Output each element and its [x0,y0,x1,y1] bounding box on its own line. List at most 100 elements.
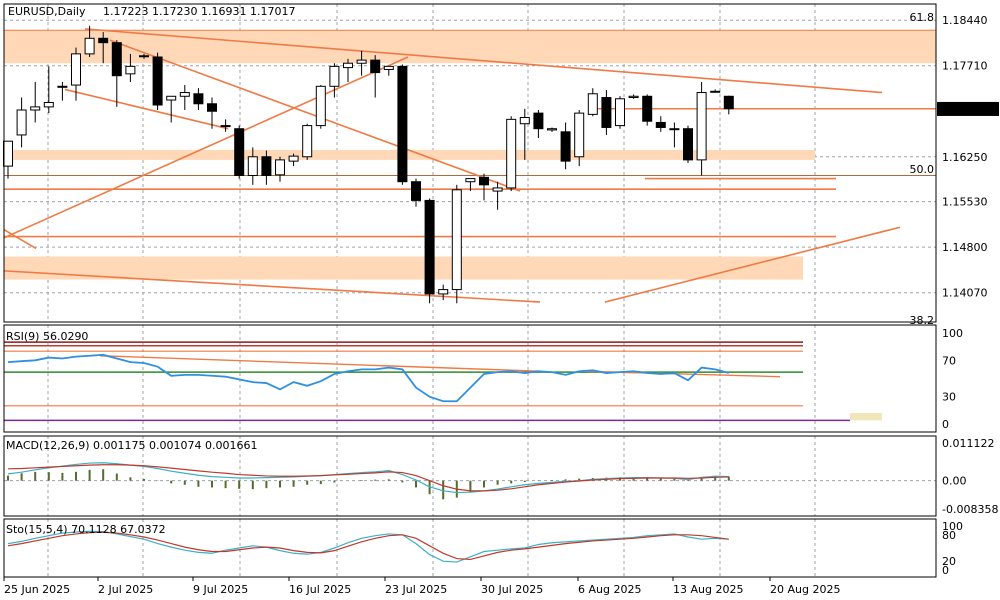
trend-line [3,229,37,250]
price-tick: 1.14070 [942,287,988,300]
rsi-tick: 70 [942,354,956,367]
candle-bull [587,93,598,115]
trend-line [84,28,883,94]
sto-tick: 20 [942,555,956,568]
date-label: 30 Jul 2025 [481,583,543,596]
chart-ohlc: 1.17223 1.17230 1.16931 1.17017 [103,5,295,18]
rsi-header: RSI(9) 56.0290 [6,330,88,343]
price-tick: 1.18440 [942,14,988,27]
candle-bear [479,176,489,186]
candle-bear [601,97,612,128]
candle-bear [193,93,204,105]
candle-bull [438,289,449,295]
candle-bear [411,181,421,201]
fib-label-382: 38.2 [910,314,935,327]
candle-bull [57,85,68,88]
candle-bull [166,95,177,101]
candle-bull [3,140,13,167]
candle-bull [383,65,394,70]
trend-line [3,270,541,303]
candle-bull [451,189,462,291]
panel-frames [3,3,937,578]
candle-bear [152,56,163,106]
axis-labels: 61.8 50.0 38.2 1.17017 1.18440 1.17710 1.16250… [3,11,999,596]
candle-bear [655,121,666,128]
candle-bull [547,128,557,131]
candle-bull [179,92,190,97]
rsi-indicator [4,341,882,422]
candle-bear [683,128,693,161]
trend-line [604,226,901,303]
candle-bull [71,53,81,86]
date-label: 2 Jul 2025 [98,583,153,596]
macd-indicator [4,462,936,500]
zone-lower [4,256,803,280]
candle-bull [669,128,680,131]
candle-bear [397,65,408,183]
candle-bear [723,95,734,110]
candle-bull [356,59,367,64]
candle-bear [533,112,544,130]
candle-bear [111,42,122,77]
candle-bear [139,55,149,58]
candlesticks [3,25,734,304]
date-label: 9 Jul 2025 [193,583,248,596]
fib-label-618: 61.8 [910,11,935,24]
panel-frame [3,435,937,517]
sto-tick: 100 [942,520,963,533]
current-price-box [937,101,999,116]
rsi-trend-line [99,355,541,372]
candle-bear [642,95,653,122]
trend-line [3,56,409,239]
candle-bull [465,178,476,183]
macd-tick: 0.011122 [942,437,995,450]
fib-label-500: 50.0 [910,163,935,176]
date-label: 23 Jul 2025 [385,583,447,596]
candle-bear [560,131,571,162]
stochastic-indicator [7,530,729,563]
date-label: 13 Aug 2025 [673,583,743,596]
supply-demand-zones [4,30,936,280]
macd-tick: 0.00 [942,475,967,488]
date-label: 16 Jul 2025 [289,583,351,596]
macd-signal-line [7,464,729,492]
candle-bull [615,98,625,127]
rsi-level-box [850,413,882,421]
trend-line [109,39,521,192]
panel-frame [3,3,937,323]
rsi-tick: 30 [942,391,956,404]
sto-tick: 0 [942,564,949,577]
sto-signal-line [7,531,729,561]
candle-bull [574,112,585,158]
candle-bull [628,95,639,99]
candle-bull [288,155,299,162]
current-price-label: 1.17017 [942,103,988,116]
rsi-tick: 100 [942,327,963,340]
rsi-line [7,353,730,403]
sto-main-line [7,530,729,563]
trend-line [64,88,229,130]
macd-tick: -0.008358 [942,503,998,516]
sto-header: Sto(15,5,4) 70.1128 67.0372 [6,523,166,536]
candle-bear [98,37,109,44]
candle-bull [329,65,340,87]
candle-bull [519,116,530,125]
candle-bull [696,92,707,161]
candle-bull [247,156,258,176]
candle-bull [275,159,285,176]
date-label: 20 Aug 2025 [770,583,840,596]
candle-bull [506,118,517,189]
date-label: 6 Aug 2025 [578,583,641,596]
macd-header: MACD(12,26,9) 0.001175 0.001074 0.001661 [6,439,258,452]
candle-bull [43,102,54,108]
candle-bull [710,90,721,93]
sto-tick: 80 [942,529,956,542]
candle-bull [315,85,326,127]
candle-bull [302,125,313,158]
candle-bear [234,128,245,176]
candle-bull [492,187,503,192]
zone-middle [4,149,815,160]
price-tick: 1.14800 [942,241,988,254]
price-tick: 1.16250 [942,151,988,164]
